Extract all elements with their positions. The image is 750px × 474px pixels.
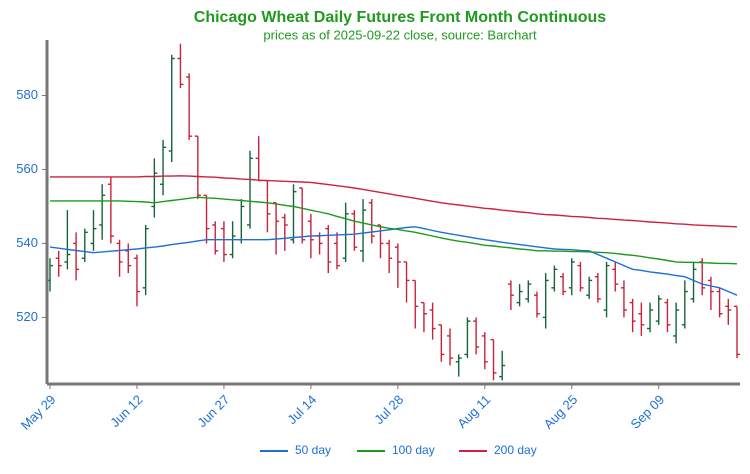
x-tick-label: Jul 14 — [284, 392, 319, 427]
moving-average-line — [49, 226, 738, 296]
x-tick-label: May 29 — [18, 392, 59, 433]
moving-average-line — [50, 196, 738, 265]
legend-label: 100 day — [392, 443, 435, 457]
x-tick-label: Aug 11 — [454, 392, 493, 431]
moving-average-line — [50, 175, 738, 228]
legend-label: 200 day — [494, 443, 537, 457]
chart-title: Chicago Wheat Daily Futures Front Month … — [194, 9, 607, 26]
x-tick-label: Sep 09 — [628, 392, 668, 432]
y-tick-label: 580 — [16, 87, 38, 102]
x-tick-label: Jul 28 — [371, 392, 406, 427]
x-tick-label: Jun 27 — [194, 392, 232, 430]
chart-subtitle: prices as of 2025-09-22 close, source: B… — [263, 27, 537, 42]
legend-label: 50 day — [295, 443, 331, 457]
y-tick-label: 520 — [16, 309, 38, 324]
y-tick-label: 540 — [16, 235, 38, 250]
x-tick-label: Aug 25 — [541, 392, 581, 432]
y-tick-label: 560 — [16, 161, 38, 176]
x-tick-label: Jun 12 — [107, 392, 145, 430]
